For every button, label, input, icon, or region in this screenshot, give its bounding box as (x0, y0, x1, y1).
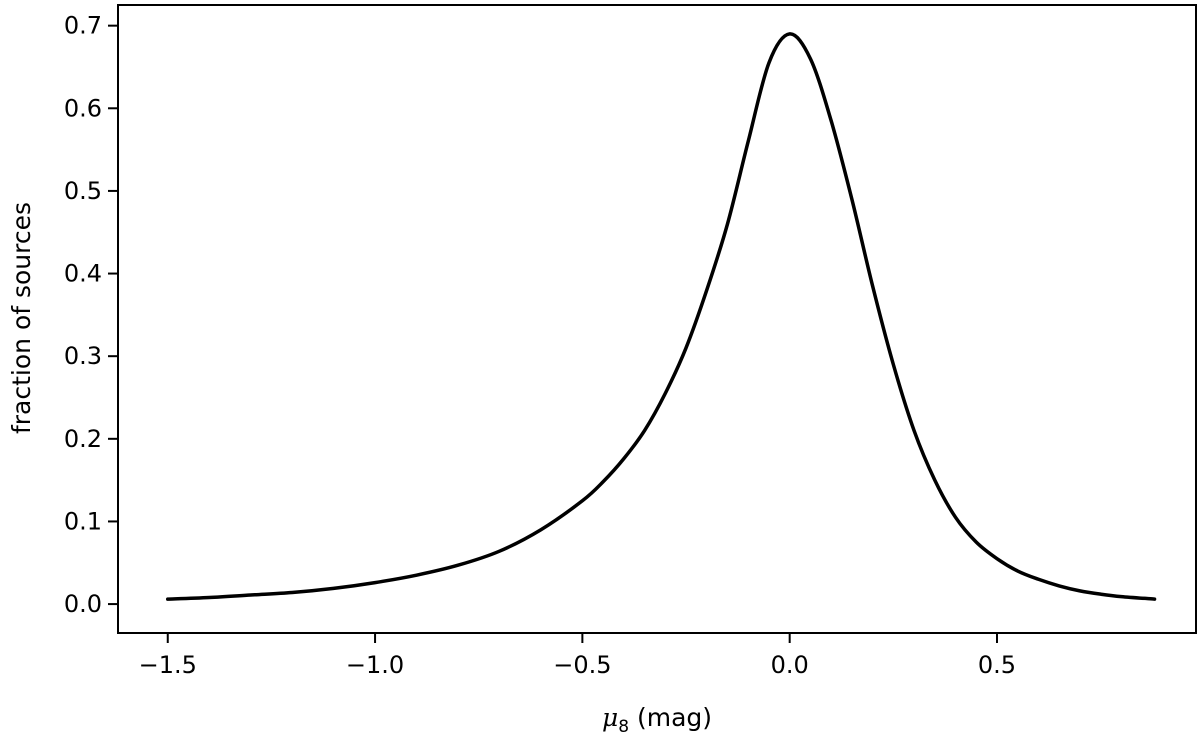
plot-frame (117, 4, 1197, 634)
x-tick-label: −1.5 (139, 651, 197, 679)
x-tick-label: −0.5 (553, 651, 611, 679)
y-axis-ticks: 0.0 0.1 0.2 0.3 0.4 0.5 0.6 0.7 (64, 12, 118, 618)
y-tick-label: 0.1 (64, 507, 102, 535)
y-axis-label: fraction of sources (7, 202, 36, 434)
x-tick-label: −1.0 (346, 651, 404, 679)
x-axis-ticks: −1.5 −1.0 −0.5 0.0 0.5 (139, 633, 1016, 679)
x-tick-label: 0.0 (771, 651, 809, 679)
series-line (166, 32, 1157, 601)
y-tick-label: 0.2 (64, 425, 102, 453)
y-tick-label: 0.4 (64, 260, 102, 288)
y-tick-label: 0.3 (64, 342, 102, 370)
y-tick-label: 0.7 (64, 12, 102, 40)
x-tick-label: 0.5 (978, 651, 1016, 679)
y-tick-label: 0.6 (64, 94, 102, 122)
y-tick-label: 0.5 (64, 177, 102, 205)
y-tick-label: 0.0 (64, 590, 102, 618)
x-axis-label: μ8 (mag) (602, 703, 712, 735)
